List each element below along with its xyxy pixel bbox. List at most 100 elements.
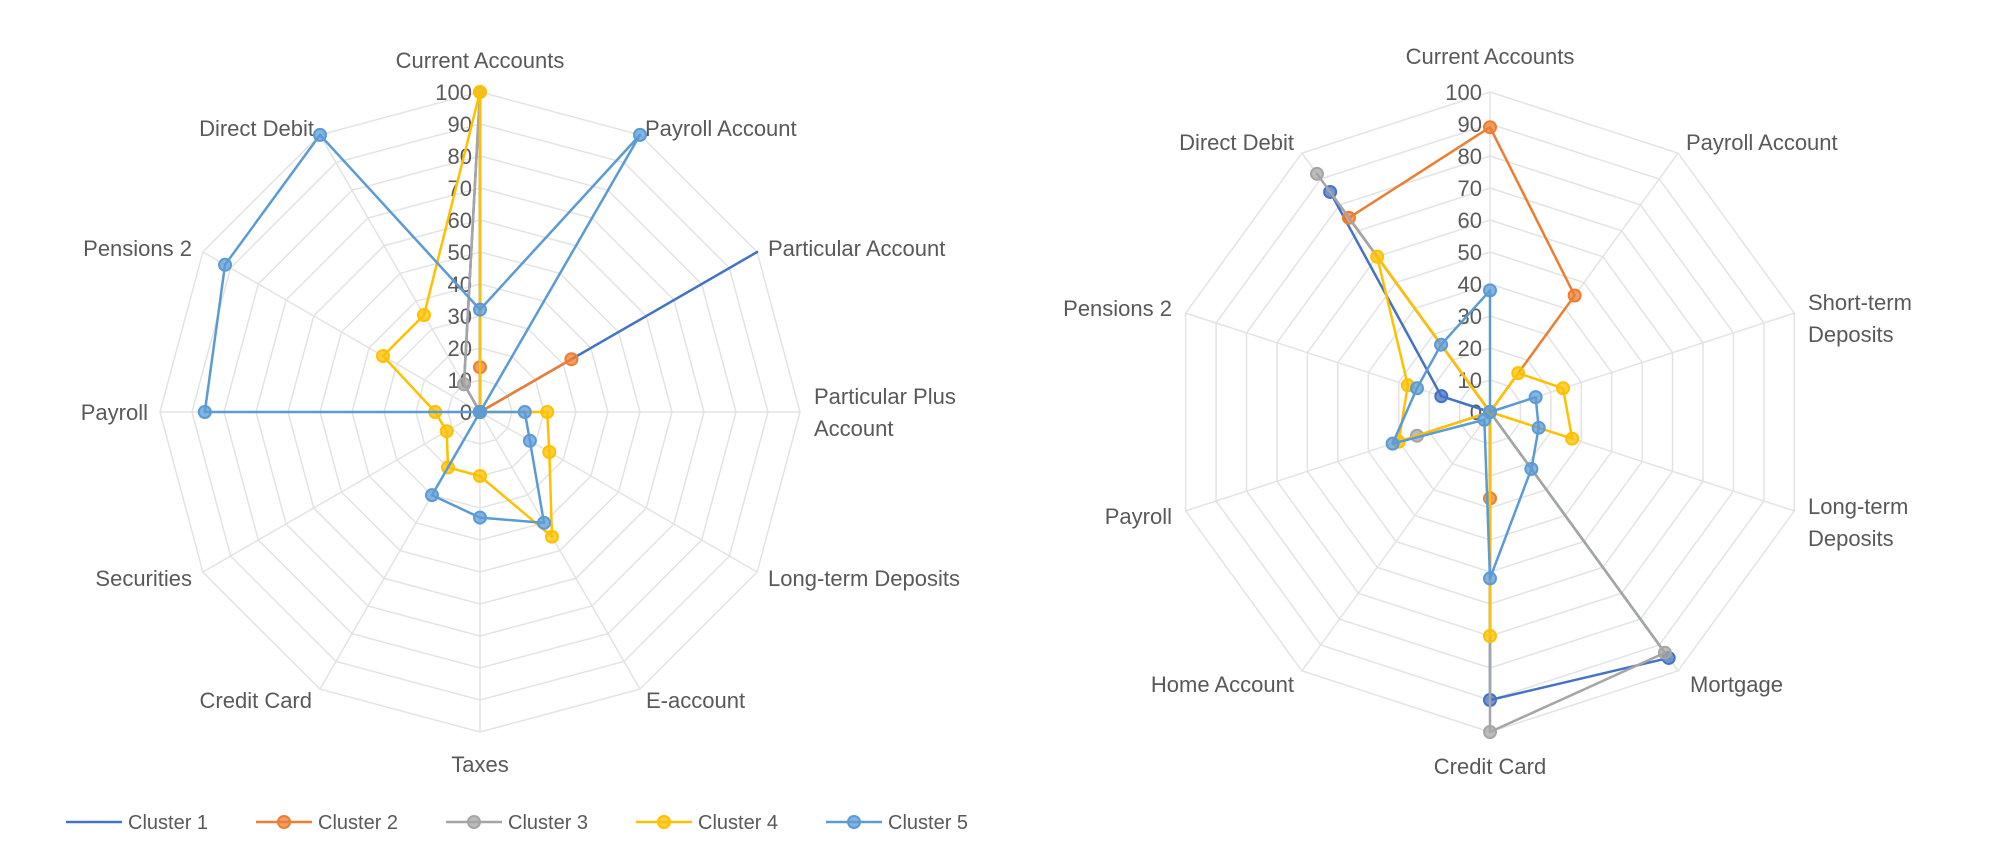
spoke-direct-debit [319,134,481,413]
spoke-long-term-deposits [479,411,758,573]
point-cluster-5-credit-card [1483,571,1497,586]
point-cluster-4-long-term-deposits [1565,431,1580,446]
tick-label-90: 90 [448,112,472,137]
category-label-mortgage: Mortgage [1690,672,1783,697]
point-cluster-5-short-term-deposits [1528,390,1543,405]
series-line-cluster-4 [381,90,554,538]
point-cluster-5-current-accounts [473,302,487,317]
tick-label-100: 100 [1445,80,1482,105]
point-cluster-5-long-term-deposits [1531,420,1546,435]
point-cluster-5-payroll-account [633,127,647,142]
legend-marker-cluster-2 [277,815,291,829]
tick-label-60: 60 [448,208,472,233]
series-line-cluster-2 [478,357,573,414]
series-cluster-5 [1385,283,1546,586]
point-cluster-5-direct-debit [1434,337,1449,352]
legend-item-cluster-5: Cluster 5 [826,812,968,834]
point-cluster-5-credit-card [425,488,439,503]
spoke-pensions-2 [202,251,481,413]
legend-label-cluster-2: Cluster 2 [318,812,398,834]
point-cluster-5-pensions-2 [218,257,233,272]
category-label-short-term-deposits: Short-term Deposits [1808,290,1912,347]
category-label-direct-debit: Direct Debit [1179,130,1294,155]
legend-label-cluster-3: Cluster 3 [508,812,588,834]
spoke-home-account [1301,411,1491,672]
point-cluster-4-payroll-account [1511,366,1526,381]
category-labels: Current Accounts Payroll Account Short-ter… [1063,44,1912,779]
point-cluster-2-payroll-account [1567,288,1582,303]
tick-label-30: 30 [1458,304,1482,329]
category-label-direct-debit: Direct Debit [199,116,314,141]
point-cluster-4-securities [439,424,454,439]
legend-item-cluster-4: Cluster 4 [636,812,778,834]
chart-legend: Cluster 1 Cluster 2 Cluster 3 Cluster 4 Clus… [66,812,968,834]
tick-label-50: 50 [448,240,472,265]
spoke-e-account [479,411,641,690]
legend-label-cluster-5: Cluster 5 [888,812,968,834]
category-label-payroll: Payroll [1105,504,1172,529]
category-label-credit-card: Credit Card [1434,754,1546,779]
tick-label-100: 100 [435,80,472,105]
point-cluster-4-direct-debit [1370,249,1385,264]
point-cluster-3-credit-card [1483,725,1497,739]
category-label-pensions-2: Pensions 2 [1063,296,1172,321]
legend-item-cluster-2: Cluster 2 [256,812,398,834]
point-cluster-3-direct-debit [1309,166,1324,181]
point-cluster-4-direct-debit [417,308,431,323]
point-cluster-2-particular-account [564,352,579,367]
tick-label-20: 20 [1458,336,1482,361]
tick-label-60: 60 [1458,208,1482,233]
category-label-pensions-2: Pensions 2 [83,236,192,261]
point-cluster-4-long-term-deposits [542,445,557,459]
tick-label-40: 40 [1458,272,1482,297]
point-cluster-5-securities [473,405,487,419]
point-cluster-5-payroll [197,405,212,419]
category-label-credit-card: Credit Card [200,688,312,713]
point-cluster-5-home-account [1477,412,1492,427]
tick-label-70: 70 [448,176,472,201]
category-label-long-term-deposits: Long-term Deposits [768,566,960,591]
point-cluster-5-current-accounts [1483,283,1497,298]
point-cluster-4-taxes [473,469,487,483]
category-label-securities: Securities [95,566,192,591]
legend-item-cluster-1: Cluster 1 [66,812,208,834]
point-cluster-5-pensions-2 [1409,381,1424,396]
legend-marker-cluster-4 [657,815,671,829]
point-cluster-5-long-term-deposits [522,433,537,448]
legend-label-cluster-1: Cluster 1 [128,812,208,834]
tick-label-70: 70 [1458,176,1482,201]
category-labels: Current Accounts Payroll Account Particula… [81,48,960,777]
legend-marker-cluster-3 [467,815,481,829]
point-cluster-3-mortgage [1657,645,1672,660]
point-cluster-5-e-account [537,515,551,530]
spoke-securities [202,411,481,573]
legend-label-cluster-4: Cluster 4 [698,812,778,834]
tick-label-50: 50 [1458,240,1482,265]
point-cluster-2-current-accounts [1483,120,1497,135]
point-cluster-1-pensions-2 [1434,389,1449,404]
tick-label-80: 80 [448,144,472,169]
point-cluster-4-pensions-2 [376,349,391,363]
point-cluster-4-current-accounts [473,85,487,99]
category-label-particular-plus-account: Particular Plus Account [814,384,956,441]
legend-item-cluster-3: Cluster 3 [446,812,588,834]
point-cluster-3-direct-debit [457,377,471,392]
category-label-long-term-deposits: Long-term Deposits [1808,494,1908,551]
point-cluster-4-particular-plus-account [540,405,555,419]
series-cluster-5 [197,127,647,530]
point-cluster-4-short-term-deposits [1556,381,1571,396]
category-label-current-accounts: Current Accounts [1406,44,1575,69]
point-cluster-4-e-account [545,529,559,544]
legend-marker-cluster-5 [847,815,861,829]
category-label-home-account: Home Account [1151,672,1294,697]
series-cluster-1 [1323,184,1676,707]
tick-label-80: 80 [1458,144,1482,169]
point-cluster-5-particular-plus-account [517,405,532,419]
tick-label-90: 90 [1458,112,1482,137]
category-label-particular-account: Particular Account [768,236,945,261]
